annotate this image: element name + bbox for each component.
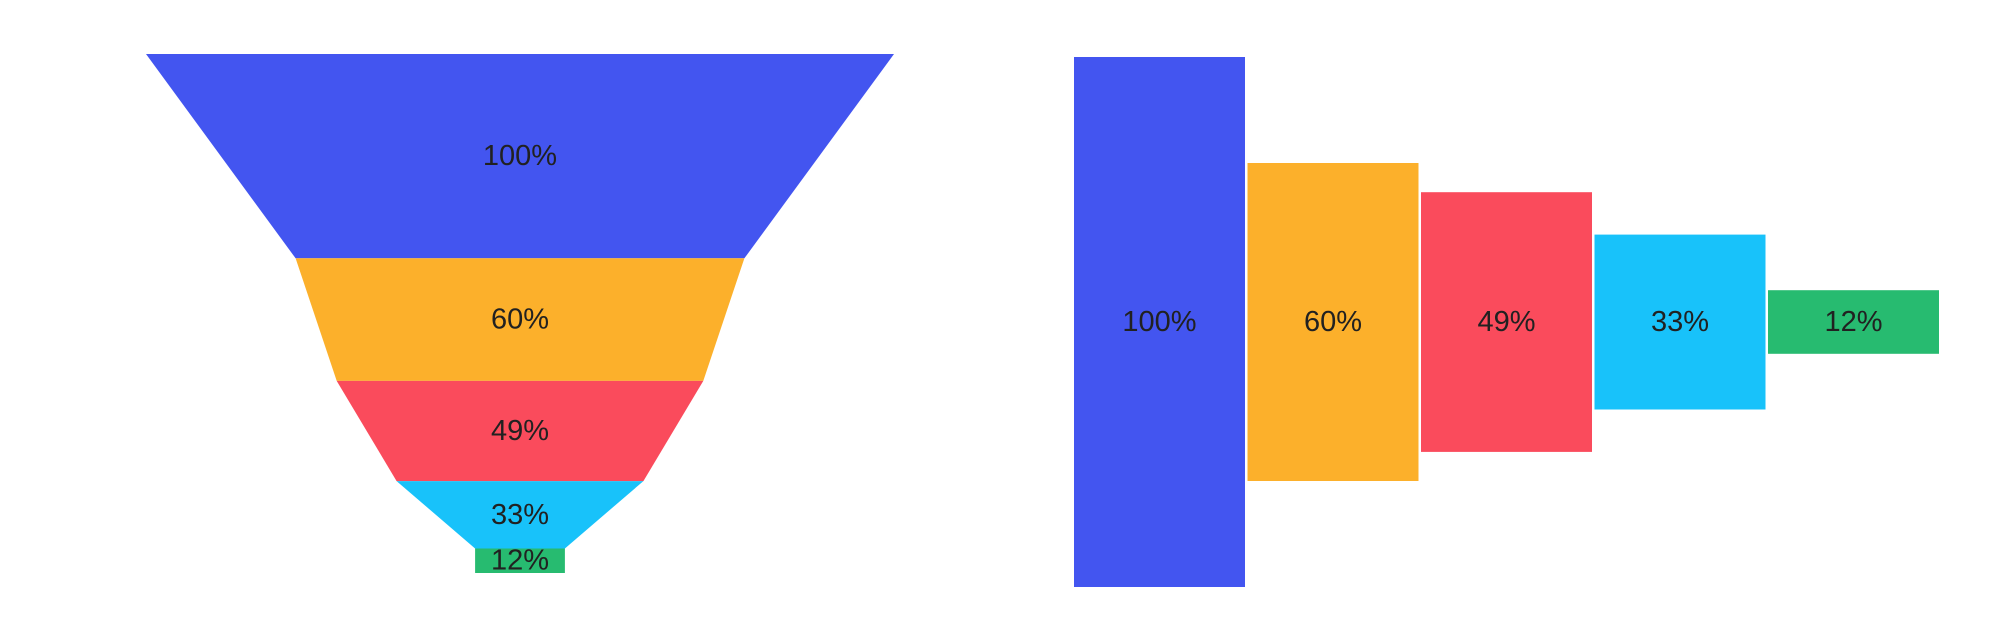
bar-segment-5 <box>1768 290 1939 354</box>
bar-segment-1 <box>1074 57 1245 587</box>
bar-segment-2 <box>1247 163 1419 481</box>
funnel-segment-label: 12% <box>491 545 549 577</box>
funnel-segment-label: 60% <box>1304 306 1362 338</box>
funnel-segment-label: 49% <box>1477 306 1535 338</box>
funnel-segment-4 <box>396 481 644 549</box>
vertical-funnel-group: 100% 60% 49% 33% 12% <box>146 54 894 577</box>
funnel-segment-label: 100% <box>483 140 557 172</box>
funnel-segment-1 <box>146 54 894 259</box>
bar-segment-3 <box>1421 192 1592 452</box>
funnel-segment-label: 12% <box>1824 306 1882 338</box>
funnel-segment-label: 100% <box>1122 306 1196 338</box>
funnel-segment-label: 49% <box>491 415 549 447</box>
funnel-segment-5 <box>475 548 565 573</box>
funnel-segment-2 <box>295 258 745 381</box>
funnel-segment-label: 33% <box>491 499 549 531</box>
bar-segment-4 <box>1594 234 1766 410</box>
funnel-segment-label: 60% <box>491 304 549 336</box>
horizontal-funnel-group: 100% 60% 49% 33% 12% <box>1074 57 1939 587</box>
funnel-segment-3 <box>336 380 704 482</box>
funnel-segment-label: 33% <box>1651 306 1709 338</box>
